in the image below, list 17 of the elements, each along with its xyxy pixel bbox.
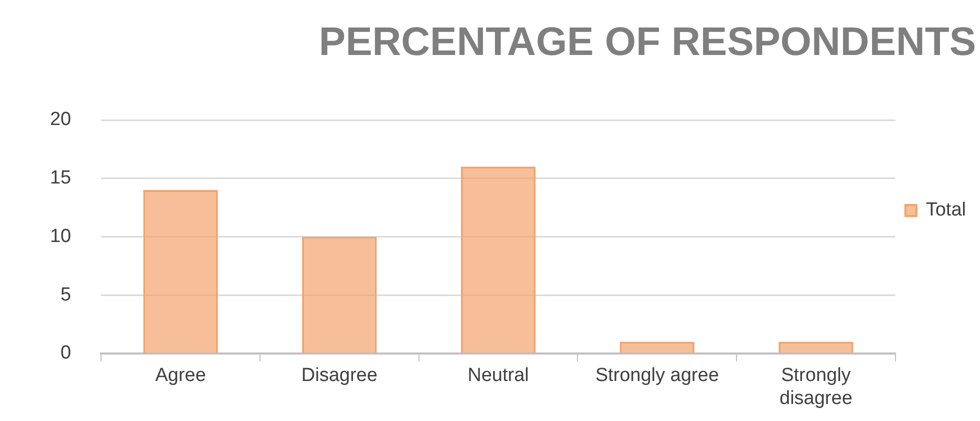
- y-tick-label: 10: [50, 226, 72, 247]
- x-tick-label: Disagree: [301, 365, 378, 386]
- bar: [143, 190, 218, 353]
- bar: [302, 236, 377, 353]
- x-tick-label: Agree: [155, 365, 206, 386]
- bar: [460, 166, 536, 353]
- x-tick-label: Strongly agree: [595, 365, 719, 386]
- bar: [620, 342, 694, 353]
- y-tick-label: 20: [50, 109, 72, 130]
- legend-label: Total: [926, 200, 966, 221]
- x-tick-label: Strongly disagree: [780, 365, 852, 409]
- y-tick-label: 0: [60, 342, 72, 364]
- y-tick-label: 15: [50, 168, 72, 189]
- bar: [778, 342, 854, 353]
- y-tick-label: 5: [60, 284, 72, 306]
- chart-title: PERCENTAGE OF RESPONDENTS: [318, 20, 976, 64]
- x-tick-label: Neutral: [468, 365, 529, 386]
